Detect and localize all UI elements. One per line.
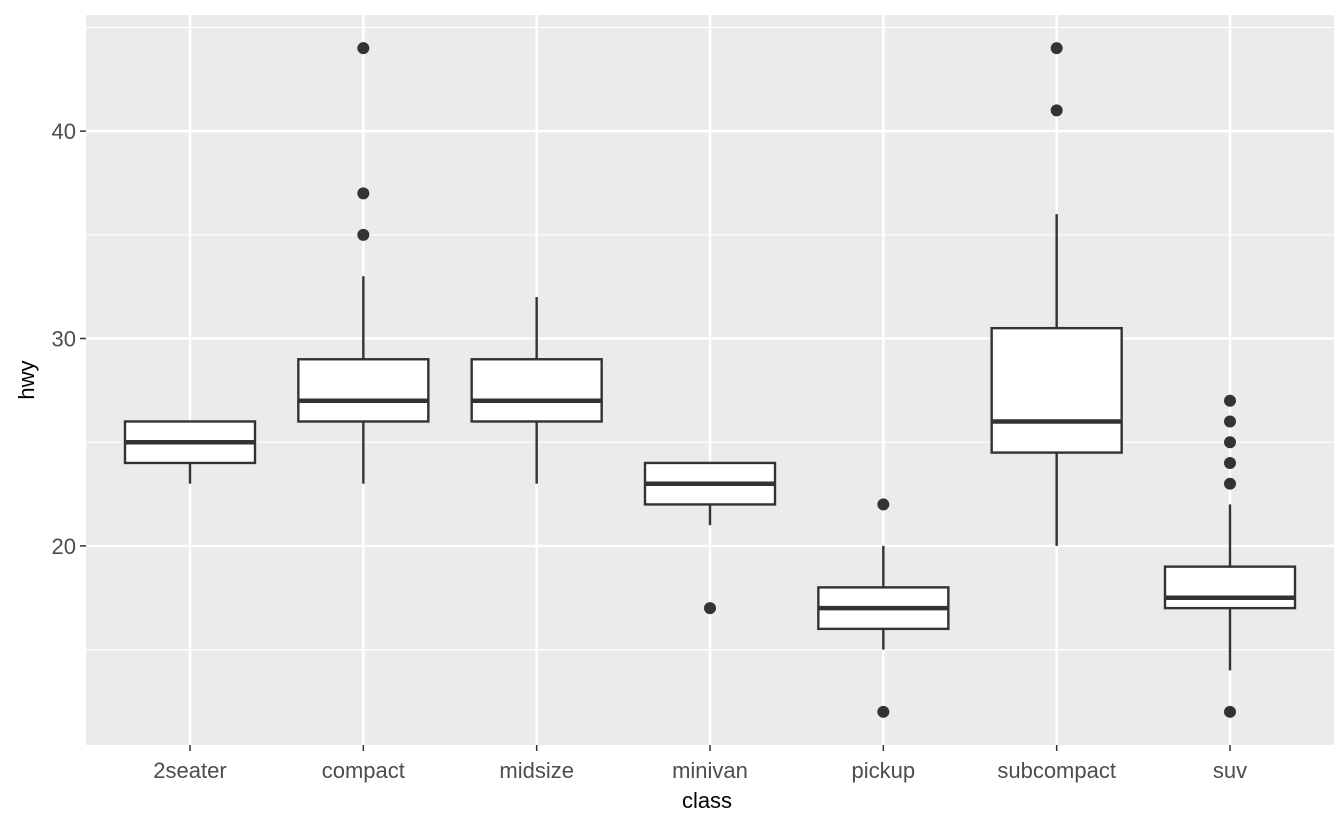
x-tick-label: 2seater	[153, 758, 226, 783]
outlier-point	[1224, 415, 1236, 428]
box-pickup	[817, 498, 950, 718]
iqr-box	[990, 326, 1123, 454]
iqr-box	[297, 358, 430, 423]
y-axis-title: hwy	[14, 360, 39, 399]
outlier-point	[1050, 104, 1063, 117]
outlier-point	[1224, 456, 1236, 469]
outlier-point	[1224, 705, 1236, 718]
box-series	[123, 42, 1297, 718]
outlier-point	[877, 705, 890, 718]
box-suv	[1163, 394, 1297, 718]
outlier-point	[704, 602, 716, 615]
x-tick-label: subcompact	[997, 758, 1116, 783]
outlier-point	[357, 187, 370, 200]
y-tick-label: 40	[52, 119, 76, 144]
outlier-point	[1224, 394, 1236, 407]
iqr-box	[470, 358, 603, 423]
x-tick-label: compact	[322, 758, 405, 783]
outlier-point	[1224, 477, 1236, 490]
iqr-box	[1163, 565, 1297, 610]
x-axis-title: class	[682, 788, 732, 813]
outlier-point	[1224, 436, 1236, 449]
x-tick-label: midsize	[499, 758, 574, 783]
outlier-point	[357, 228, 370, 241]
x-tick-label: pickup	[852, 758, 916, 783]
y-tick-label: 20	[52, 534, 76, 559]
outlier-point	[357, 42, 370, 55]
box-compact	[297, 42, 430, 484]
y-axis: 20 30 40	[52, 119, 86, 559]
box-2seater	[123, 420, 257, 484]
box-minivan	[643, 461, 777, 615]
outlier-point	[877, 498, 890, 511]
y-tick-label: 30	[52, 327, 76, 352]
x-axis: 2seater compact midsize minivan pickup subcom…	[153, 745, 1247, 783]
box-subcompact	[990, 42, 1123, 546]
x-tick-label: suv	[1213, 758, 1247, 783]
box-midsize	[470, 297, 603, 484]
outlier-point	[1050, 42, 1063, 55]
x-tick-label: minivan	[672, 758, 748, 783]
